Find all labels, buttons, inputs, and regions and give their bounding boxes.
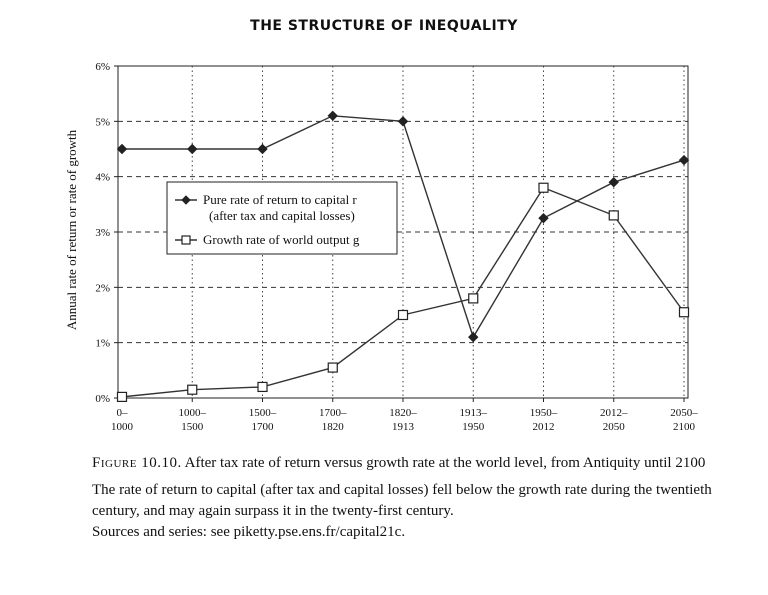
legend: Pure rate of return to capital r (after t… [166, 181, 398, 255]
data-point-g [608, 210, 619, 221]
legend-label-r: Pure rate of return to capital r (after t… [203, 192, 357, 223]
figure-heading: Figure 10.10. After tax rate of return v… [92, 453, 712, 474]
x-tick-label: 1700– 1820 [319, 407, 347, 433]
x-tick-label: 0– 1000 [111, 407, 134, 433]
y-tick-label: 1% [95, 338, 110, 350]
figure-label: Figure 10.10. [92, 455, 182, 471]
data-point-g [397, 309, 409, 321]
series-group [116, 110, 690, 402]
data-point-g [327, 362, 338, 373]
data-point-g [678, 307, 690, 318]
y-tick-label: 6% [95, 61, 110, 73]
x-tick-labels: 0– 1000 1000– 1500 1500– 1700 1700– 1820 1820– 19… [111, 407, 698, 433]
x-tick-label: 1913– 1950 [460, 407, 488, 433]
figure-title: After tax rate of return versus growth r… [184, 455, 706, 471]
data-point-g [538, 182, 549, 193]
figure-caption: Figure 10.10. After tax rate of return v… [92, 453, 712, 543]
data-point-g [116, 391, 128, 402]
legend-label-g: Growth rate of world output g [203, 232, 360, 247]
data-point-r [327, 110, 338, 122]
figure-description: The rate of return to capital (after tax… [92, 482, 712, 519]
data-point-r [468, 331, 479, 343]
y-tick-label: 4% [95, 172, 110, 184]
data-point-r [257, 143, 268, 155]
data-point-r [397, 116, 409, 127]
x-tick-label: 1000– 1500 [179, 407, 207, 433]
y-tick-label: 0% [95, 393, 110, 405]
data-point-g [187, 384, 198, 395]
y-tick-label: 2% [95, 282, 110, 294]
figure-sources: Sources and series: see piketty.pse.ens.… [92, 524, 406, 540]
x-tick-label: 1500– 1700 [249, 407, 277, 433]
data-point-g [468, 293, 479, 304]
data-point-g [257, 381, 268, 393]
axes [114, 65, 689, 402]
running-header: THE STRUCTURE OF INEQUALITY [250, 18, 518, 34]
data-point-r [116, 143, 128, 155]
data-point-r [538, 212, 549, 224]
data-point-r [678, 154, 690, 166]
legend-box [166, 181, 398, 255]
legend-marker-g [181, 235, 191, 245]
legend-marker-r [181, 195, 191, 205]
y-tick-label: 3% [95, 227, 110, 239]
x-tick-label: 2012– 2050 [600, 407, 628, 433]
data-point-r [187, 143, 198, 155]
data-point-r [608, 176, 619, 188]
x-tick-label: 1950– 2012 [530, 407, 558, 433]
y-tick-label: 5% [95, 116, 110, 128]
x-tick-label: 2050– 2100 [670, 407, 698, 433]
x-tick-label: 1820– 1913 [389, 407, 417, 433]
y-tick-labels: 0% 1% 2% 3% 4% 5% 6% [95, 61, 110, 405]
